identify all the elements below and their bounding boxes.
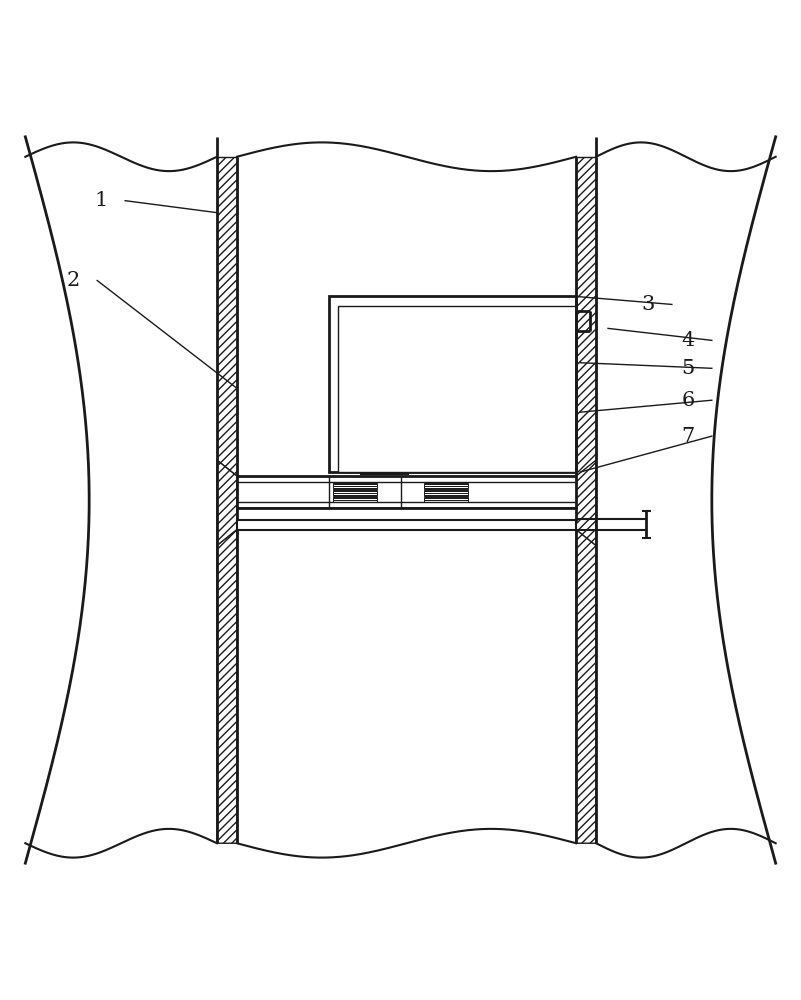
Bar xyxy=(328,296,576,472)
Bar xyxy=(425,500,469,502)
Text: 2: 2 xyxy=(66,271,80,290)
Polygon shape xyxy=(576,157,596,476)
Bar xyxy=(425,486,469,488)
Bar xyxy=(338,306,576,472)
Text: 7: 7 xyxy=(681,427,694,446)
Polygon shape xyxy=(576,460,596,545)
Bar xyxy=(237,520,576,530)
Bar xyxy=(332,493,376,495)
Bar xyxy=(332,498,376,500)
Bar xyxy=(425,497,469,498)
Text: 1: 1 xyxy=(95,191,108,210)
Bar xyxy=(332,500,376,502)
Polygon shape xyxy=(217,460,237,545)
Bar xyxy=(332,488,376,489)
Bar xyxy=(332,484,376,486)
Polygon shape xyxy=(217,530,237,843)
Bar xyxy=(425,495,469,496)
Bar xyxy=(425,483,469,484)
Text: 3: 3 xyxy=(642,295,654,314)
Bar xyxy=(332,490,376,491)
Bar xyxy=(237,508,576,520)
Polygon shape xyxy=(217,157,237,476)
Bar xyxy=(237,476,576,508)
Bar xyxy=(360,462,409,474)
Text: 5: 5 xyxy=(681,359,694,378)
Bar xyxy=(332,495,376,496)
Bar xyxy=(332,483,376,484)
Polygon shape xyxy=(576,530,596,843)
Bar xyxy=(425,491,469,493)
Text: 6: 6 xyxy=(681,391,694,410)
Bar xyxy=(425,490,469,491)
Bar xyxy=(332,497,376,498)
Bar xyxy=(425,498,469,500)
Bar xyxy=(332,486,376,488)
Bar xyxy=(425,484,469,486)
Bar xyxy=(425,488,469,489)
Bar xyxy=(332,491,376,493)
Text: 4: 4 xyxy=(681,331,694,350)
Bar xyxy=(425,493,469,495)
